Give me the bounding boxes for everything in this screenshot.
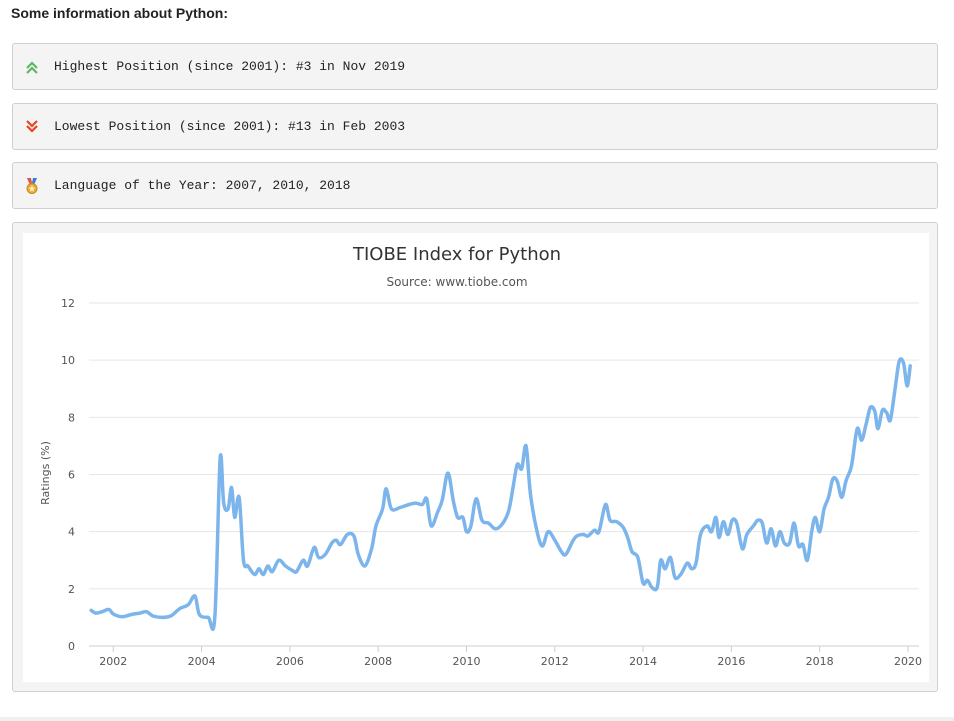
y-tick-label: 4	[68, 526, 75, 539]
chart-container: TIOBE Index for Python Source: www.tiobe…	[12, 222, 938, 692]
lowest-position-text: Lowest Position (since 2001): #13 in Feb…	[54, 119, 406, 134]
python-rating-line	[89, 357, 912, 631]
x-tick-label: 2002	[99, 655, 127, 668]
chart-title: TIOBE Index for Python	[352, 244, 561, 265]
x-tick-label: 2004	[188, 655, 216, 668]
chart-subtitle: Source: www.tiobe.com	[386, 275, 527, 289]
tiobe-python-chart: TIOBE Index for Python Source: www.tiobe…	[39, 244, 922, 668]
double-chevron-up-icon	[24, 59, 40, 75]
x-tick-label: 2010	[452, 655, 480, 668]
x-tick-label: 2006	[276, 655, 304, 668]
bottom-divider	[0, 717, 954, 721]
page-heading: Some information about Python:	[11, 5, 228, 21]
highest-position-box: Highest Position (since 2001): #3 in Nov…	[12, 43, 938, 90]
x-tick-label: 2018	[806, 655, 834, 668]
lowest-position-box: Lowest Position (since 2001): #13 in Feb…	[12, 103, 938, 150]
y-tick-label: 8	[68, 411, 75, 424]
x-tick-label: 2012	[541, 655, 569, 668]
y-tick-label: 12	[61, 297, 75, 310]
x-tick-label: 2014	[629, 655, 657, 668]
x-tick-label: 2016	[717, 655, 745, 668]
language-of-year-text: Language of the Year: 2007, 2010, 2018	[54, 178, 351, 193]
medal-icon	[24, 177, 40, 194]
language-of-year-box: Language of the Year: 2007, 2010, 2018	[12, 162, 938, 209]
y-axis-label: Ratings (%)	[39, 441, 52, 505]
chart-area: TIOBE Index for Python Source: www.tiobe…	[23, 233, 929, 682]
y-tick-label: 10	[61, 354, 75, 367]
y-tick-label: 0	[68, 640, 75, 653]
x-tick-label: 2008	[364, 655, 392, 668]
y-tick-label: 6	[68, 469, 75, 482]
double-chevron-down-icon	[24, 119, 40, 135]
x-tick-label: 2020	[894, 655, 922, 668]
highest-position-text: Highest Position (since 2001): #3 in Nov…	[54, 59, 406, 74]
y-tick-label: 2	[68, 583, 75, 596]
